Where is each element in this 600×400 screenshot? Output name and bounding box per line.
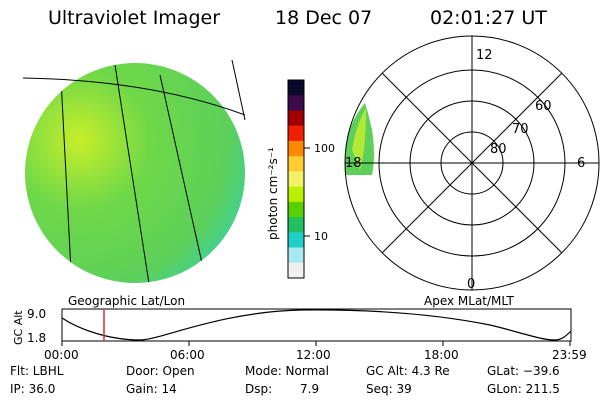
colorbar-segment bbox=[288, 171, 304, 188]
longitude-line bbox=[159, 74, 209, 283]
colorbar-segment bbox=[288, 125, 304, 142]
colorbar-segment bbox=[288, 110, 304, 127]
gain-info: Gain: 14 bbox=[126, 382, 177, 396]
colorbar-segment bbox=[288, 217, 304, 233]
door-info: Door: Open bbox=[126, 364, 195, 378]
longitude-line bbox=[59, 63, 73, 283]
seq-info: Seq: 39 bbox=[366, 382, 412, 396]
colorbar-segment bbox=[288, 262, 304, 279]
time-label: 02:01:27 UT bbox=[430, 7, 547, 29]
latitude-line bbox=[22, 77, 246, 116]
mode-info: Mode: Normal bbox=[245, 364, 329, 378]
mlat-label: 80 bbox=[490, 142, 507, 157]
mlt-label: 6 bbox=[577, 156, 585, 171]
colorbar-segment bbox=[288, 201, 304, 218]
colorbar-segment bbox=[288, 247, 304, 264]
geographic-caption: Geographic Lat/Lon bbox=[68, 294, 186, 308]
apex-caption: Apex MLat/MLT bbox=[424, 294, 514, 308]
colorbar-tick-label: 100 bbox=[314, 142, 335, 155]
altitude-timeline: GC Alt 9.0 1.8 bbox=[12, 307, 572, 346]
mlt-label: 12 bbox=[476, 48, 493, 63]
colorbar: 100 10 photon cm⁻²s⁻¹ bbox=[266, 79, 335, 279]
colorbar-segment bbox=[288, 95, 304, 111]
colorbar-frame bbox=[287, 79, 305, 279]
ip-info: IP: 36.0 bbox=[10, 382, 56, 396]
timeline-y-tick: 1.8 bbox=[27, 331, 46, 345]
timeline-y-tick: 9.0 bbox=[27, 307, 46, 321]
timeline-axis-title: GC Alt bbox=[12, 310, 25, 345]
timeline-x-label: 06:00 bbox=[170, 348, 205, 362]
app-title: Ultraviolet Imager bbox=[48, 7, 221, 29]
colorbar-segment bbox=[288, 80, 304, 96]
timeline-x-label: 12:00 bbox=[296, 348, 331, 362]
colorbar-segment bbox=[288, 156, 304, 172]
longitude-line bbox=[231, 59, 246, 121]
altitude-curve bbox=[61, 309, 572, 341]
mlt-label: 0 bbox=[467, 277, 475, 292]
timeline-x-label: 18:00 bbox=[424, 348, 459, 362]
polar-plot: 12 18 6 0 60 70 80 bbox=[344, 35, 600, 292]
colorbar-tick-label: 10 bbox=[314, 230, 328, 243]
mlat-label: 60 bbox=[535, 99, 552, 114]
timeline-frame bbox=[61, 308, 572, 342]
glon-info: GLon: 211.5 bbox=[487, 382, 560, 396]
geographic-disk-panel bbox=[22, 59, 246, 283]
colorbar-segment bbox=[288, 186, 304, 203]
timeline-x-label: 00:00 bbox=[44, 348, 79, 362]
auroral-oval-highlight bbox=[352, 108, 366, 170]
dsp-value: 7.9 bbox=[300, 382, 320, 396]
earth-disk-image bbox=[25, 63, 245, 283]
colorbar-segment bbox=[288, 140, 304, 157]
timeline-x-label: 23:59 bbox=[552, 348, 587, 362]
date-label: 18 Dec 07 bbox=[275, 7, 373, 29]
mlt-label: 18 bbox=[345, 156, 362, 171]
dsp-label: Dsp: bbox=[245, 382, 273, 396]
longitude-line bbox=[114, 64, 151, 283]
colorbar-segment bbox=[288, 232, 304, 249]
mlt-diagonal bbox=[381, 72, 563, 254]
gcalt-info: GC Alt: 4.3 Re bbox=[366, 364, 450, 378]
filter-info: Flt: LBHL bbox=[10, 364, 64, 378]
glat-info: GLat: −39.6 bbox=[487, 364, 560, 378]
colorbar-unit-label: photon cm⁻²s⁻¹ bbox=[266, 147, 280, 240]
mlat-label: 70 bbox=[512, 122, 529, 137]
